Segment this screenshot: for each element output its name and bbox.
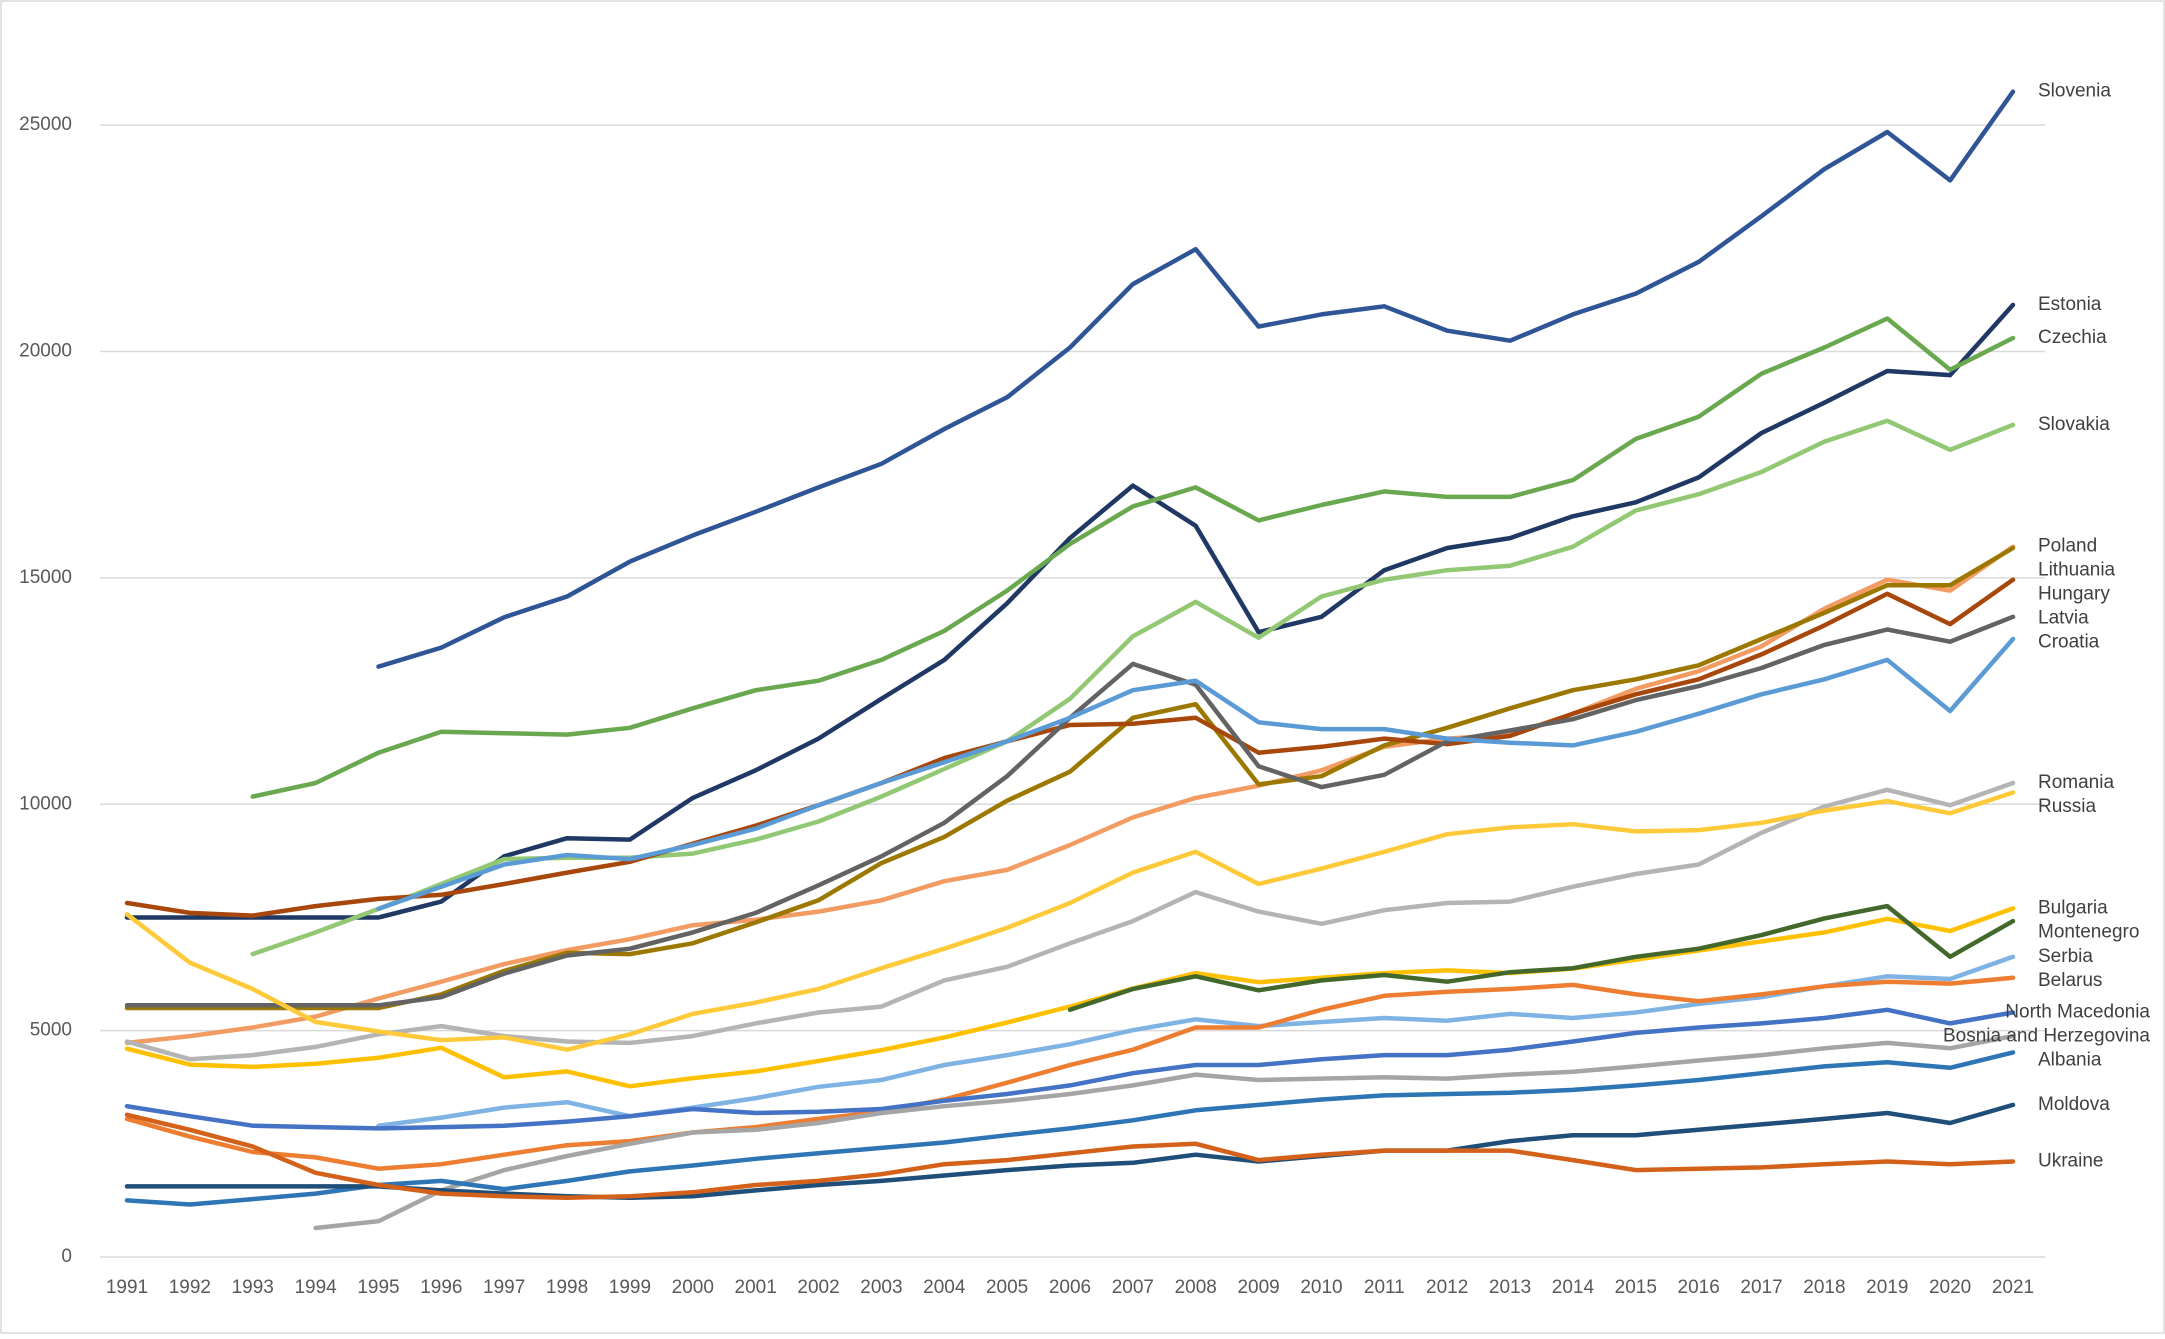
x-tick-label: 2006 bbox=[1049, 1277, 1091, 1298]
series-label: Lithuania bbox=[2038, 560, 2116, 581]
x-tick-label: 1993 bbox=[232, 1277, 274, 1298]
x-tick-label: 2015 bbox=[1615, 1277, 1657, 1298]
y-tick-label: 25000 bbox=[19, 114, 72, 135]
series-line bbox=[124, 1102, 2016, 1200]
x-tick-label: 2001 bbox=[735, 1277, 777, 1298]
x-tick-label: 2017 bbox=[1740, 1277, 1782, 1298]
series-line bbox=[250, 316, 2016, 799]
x-tick-label: 2004 bbox=[923, 1277, 966, 1298]
x-tick-label: 2007 bbox=[1112, 1277, 1154, 1298]
series-line bbox=[376, 89, 2016, 669]
series-line bbox=[124, 577, 2016, 918]
x-tick-label: 1991 bbox=[106, 1277, 148, 1298]
x-tick-label: 2012 bbox=[1426, 1277, 1468, 1298]
series-label: Slovakia bbox=[2038, 414, 2110, 435]
x-tick-label: 1996 bbox=[420, 1277, 462, 1298]
series-label: Hungary bbox=[2038, 584, 2110, 605]
x-tick-label: 2009 bbox=[1237, 1277, 1279, 1298]
x-tick-label: 2014 bbox=[1552, 1277, 1595, 1298]
series-label: Slovenia bbox=[2038, 81, 2111, 102]
series-label: Latvia bbox=[2038, 608, 2089, 629]
series-label: North Macedonia bbox=[2005, 1002, 2150, 1023]
y-tick-label: 10000 bbox=[19, 793, 72, 814]
series-label: Ukraine bbox=[2038, 1150, 2103, 1171]
x-tick-label: 2000 bbox=[672, 1277, 714, 1298]
x-tick-label: 1997 bbox=[483, 1277, 525, 1298]
x-tick-label: 2018 bbox=[1803, 1277, 1845, 1298]
series-line bbox=[124, 544, 2016, 1046]
series-label: Russia bbox=[2038, 796, 2097, 817]
x-tick-label: 1992 bbox=[169, 1277, 211, 1298]
x-tick-label: 1995 bbox=[357, 1277, 399, 1298]
series-line bbox=[124, 1050, 2016, 1207]
series-line bbox=[124, 302, 2016, 920]
series-line bbox=[124, 545, 2016, 1011]
series-line bbox=[124, 1112, 2016, 1200]
x-tick-label: 2003 bbox=[860, 1277, 902, 1298]
x-tick-label: 2013 bbox=[1489, 1277, 1531, 1298]
x-tick-label: 2021 bbox=[1992, 1277, 2034, 1298]
x-tick-label: 2011 bbox=[1364, 1277, 1405, 1298]
series-label: Croatia bbox=[2038, 632, 2100, 653]
series-label: Albania bbox=[2038, 1050, 2102, 1071]
series-label: Serbia bbox=[2038, 946, 2093, 967]
y-tick-label: 5000 bbox=[30, 1020, 72, 1041]
series-line bbox=[124, 975, 2016, 1171]
x-tick-label: 2019 bbox=[1866, 1277, 1908, 1298]
series-line bbox=[1067, 903, 2016, 1013]
y-tick-label: 0 bbox=[61, 1246, 72, 1267]
x-tick-label: 1998 bbox=[546, 1277, 588, 1298]
series-line bbox=[124, 1007, 2016, 1131]
x-tick-label: 2010 bbox=[1300, 1277, 1342, 1298]
x-tick-label: 2008 bbox=[1175, 1277, 1217, 1298]
y-tick-label: 20000 bbox=[19, 341, 72, 362]
x-tick-label: 1999 bbox=[609, 1277, 651, 1298]
series-label: Bulgaria bbox=[2038, 897, 2108, 918]
x-tick-label: 2002 bbox=[797, 1277, 839, 1298]
series-label: Montenegro bbox=[2038, 921, 2139, 942]
series-line bbox=[124, 790, 2016, 1052]
series-label: Moldova bbox=[2038, 1094, 2110, 1115]
x-tick-label: 2005 bbox=[986, 1277, 1028, 1298]
series-label: Czechia bbox=[2038, 327, 2107, 348]
series-label: Bosnia and Herzegovina bbox=[1943, 1026, 2150, 1047]
series-label: Estonia bbox=[2038, 294, 2102, 315]
x-tick-label: 1994 bbox=[294, 1277, 337, 1298]
series-line bbox=[313, 1033, 2016, 1231]
x-tick-label: 2020 bbox=[1929, 1277, 1971, 1298]
series-line bbox=[124, 780, 2016, 1062]
series-label: Poland bbox=[2038, 536, 2097, 557]
series-label: Romania bbox=[2038, 772, 2114, 793]
y-tick-label: 15000 bbox=[19, 567, 72, 588]
series-line bbox=[376, 636, 2016, 912]
series-label: Belarus bbox=[2038, 970, 2102, 991]
x-tick-label: 2016 bbox=[1678, 1277, 1720, 1298]
